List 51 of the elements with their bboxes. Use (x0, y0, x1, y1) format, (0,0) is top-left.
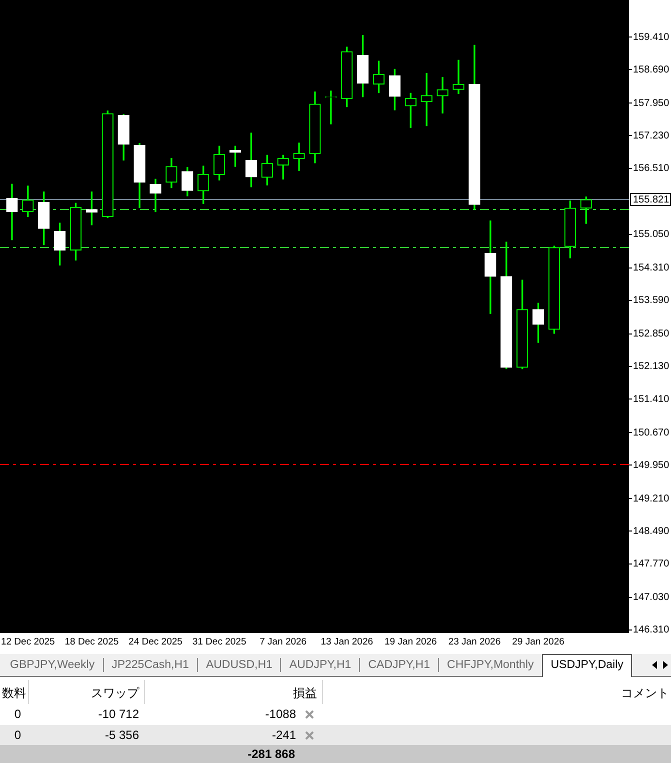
x-tick-label: 23 Jan 2026 (448, 636, 501, 648)
y-tick-label: 151.410 (633, 394, 670, 405)
y-tick-label: 149.210 (633, 493, 670, 504)
x-tick-label: 31 Dec 2025 (192, 636, 246, 648)
y-tick-label: 147.030 (633, 592, 670, 604)
text: GBPJPY,Weekly (9, 658, 96, 673)
candlestick (6, 184, 18, 240)
text: AUDJPY,H1 (288, 658, 352, 673)
y-tick-label: 152.850 (633, 328, 670, 340)
text: 0 (14, 707, 21, 721)
x-tick-label: 13 Jan 2026 (320, 636, 374, 648)
text: 損益 (293, 685, 317, 702)
candlestick (436, 77, 448, 114)
y-tick-label: 157.230 (633, 130, 670, 142)
x-tick-label: 24 Dec 2025 (128, 636, 182, 648)
text: -1088 (265, 707, 296, 721)
y-tick-label: 156.510 (633, 163, 670, 174)
candlestick (293, 142, 305, 171)
text: CHFJPY,Monthly (446, 658, 535, 673)
y-tick-label: 158.690 (633, 64, 670, 76)
y-tick-label: 153.590 (633, 295, 670, 306)
ref-line-label: 155.821 (633, 194, 670, 206)
x-tick-label: 18 Dec 2025 (64, 636, 119, 648)
text: -241 (272, 728, 296, 742)
text: -5 356 (104, 728, 139, 742)
text: 0 (14, 728, 21, 742)
text: USDJPY,Daily (542, 654, 632, 677)
text: -10 712 (98, 707, 139, 721)
y-tick-label: 147.770 (633, 558, 670, 570)
text: -281 868 (248, 747, 295, 761)
y-tick-label: 154.310 (633, 262, 670, 274)
text: スワップ (91, 685, 139, 702)
y-tick-label: 155.050 (633, 229, 670, 240)
y-tick-label: 157.950 (633, 98, 670, 109)
x-tick-label: 29 Jan 2026 (512, 636, 564, 648)
text: JP225Cash,H1 (110, 658, 190, 673)
candlestick (452, 60, 464, 94)
y-tick-label: 152.130 (633, 361, 670, 372)
x-tick-label: 12 Dec 2025 (0, 636, 55, 648)
x-tick-label: 7 Jan 2026 (260, 636, 307, 648)
candlestick (325, 90, 337, 124)
y-tick-label: 159.410 (633, 32, 670, 43)
text: CADJPY,H1 (367, 658, 432, 673)
text: 数料 (2, 685, 26, 702)
y-tick-label: 148.490 (633, 526, 670, 537)
text: コメント (621, 685, 669, 702)
y-tick-label: 150.670 (633, 427, 670, 438)
y-tick-label: 146.310 (633, 624, 670, 636)
y-tick-label: 149.950 (633, 460, 670, 471)
x-tick-label: 19 Jan 2026 (384, 636, 437, 648)
text: AUDUSD,H1 (204, 658, 274, 673)
